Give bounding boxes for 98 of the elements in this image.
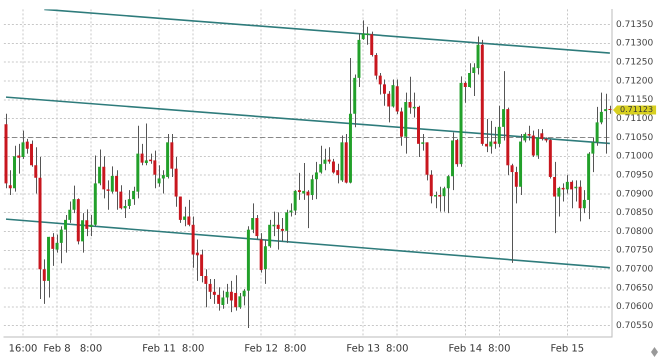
candlestick (212, 278, 216, 304)
candlestick (242, 288, 246, 306)
x-tick-label: Feb 13 (346, 344, 380, 355)
candlestick (178, 196, 182, 224)
y-tick-label: 0.70550 (616, 321, 654, 332)
candlestick (582, 190, 586, 214)
candlestick (464, 80, 467, 104)
candlestick (115, 170, 118, 210)
candlestick (566, 174, 569, 194)
y-tick-label: 0.70950 (616, 170, 654, 180)
candlestick (251, 202, 254, 234)
x-tick-label: 8:00 (284, 344, 306, 355)
candlestick (553, 161, 556, 234)
y-tick-label: 0.70800 (616, 226, 654, 237)
y-tick-label: 0.70700 (616, 264, 654, 275)
candlestick (438, 186, 442, 212)
candlestick (85, 208, 88, 237)
candlestick (387, 90, 390, 123)
candlestick (574, 180, 578, 202)
candlestick (328, 146, 331, 164)
candlestick (128, 190, 131, 210)
candlestick (562, 182, 565, 202)
y-tick-label: 0.70850 (616, 208, 654, 218)
y-tick-label: 0.71250 (616, 57, 654, 68)
candlestick (294, 190, 297, 216)
x-tick-label: 8:00 (488, 344, 511, 355)
candlestick (221, 290, 224, 310)
candlestick (332, 158, 335, 174)
candlestick (578, 180, 582, 222)
candlestick (514, 166, 518, 204)
text: 0.71123 (620, 105, 654, 114)
candlestick (323, 148, 326, 171)
x-tick-label: Feb 12 (244, 344, 278, 355)
x-tick-label: Feb 15 (550, 344, 584, 355)
x-tick-label: 8:00 (182, 344, 204, 355)
y-tick-label: 0.70750 (616, 246, 654, 256)
candlestick (494, 126, 497, 150)
candlestick (276, 212, 280, 250)
candlestick (153, 150, 156, 189)
y-tick-label: 0.71000 (616, 152, 654, 162)
candlestick (98, 148, 102, 186)
candlestick (536, 128, 540, 160)
candlestick (200, 249, 204, 283)
candlestick (230, 280, 233, 313)
candlestick (498, 105, 501, 148)
x-tick-label: 8:00 (386, 344, 408, 355)
candlestick (319, 145, 322, 174)
candlestick (314, 161, 318, 200)
x-tick-label: 8:00 (80, 344, 102, 355)
x-tick-label: Feb 11 (142, 344, 176, 355)
y-tick-label: 0.70600 (616, 302, 654, 312)
x-tick-label: 16:00 (8, 344, 38, 355)
candlestick (42, 258, 46, 304)
candlestick (336, 163, 340, 184)
candlestick (446, 174, 450, 214)
y-tick-label: 0.71100 (616, 114, 654, 124)
candlestick (8, 170, 12, 196)
candlestick (140, 143, 144, 166)
y-tick-label: 0.70650 (616, 283, 654, 294)
candlestick (110, 166, 114, 194)
y-tick-label: 0.71350 (616, 20, 654, 30)
candlestick (366, 26, 369, 46)
candlestick (51, 232, 54, 266)
candlestick (382, 78, 386, 106)
y-tick-label: 0.70900 (616, 189, 654, 200)
candlestick (489, 120, 492, 154)
candlestick (280, 218, 284, 242)
y-tick-label: 0.71300 (616, 38, 654, 49)
candlestick (532, 130, 535, 158)
candlestick (234, 274, 238, 312)
x-tick-label: Feb 8 (43, 344, 71, 355)
candlestick (600, 92, 603, 125)
x-tick-label: Feb 14 (448, 344, 482, 355)
candlestick (502, 70, 506, 141)
candlestick (298, 172, 301, 200)
candlestick (302, 162, 306, 200)
candlestick (81, 212, 84, 254)
candlestick (570, 180, 574, 209)
candlestick (604, 93, 608, 154)
candlestick (442, 186, 446, 212)
candlestick (217, 286, 220, 312)
candlestick (485, 118, 488, 153)
candlestick (238, 292, 242, 310)
candlestick (268, 219, 272, 248)
candlestick (183, 206, 186, 227)
y-tick-label: 0.71150 (616, 95, 654, 106)
y-tick-label: 0.71200 (616, 76, 654, 86)
candlestick (144, 122, 148, 166)
candlestick (430, 170, 433, 204)
candlestick (434, 191, 438, 209)
candlestick (528, 125, 531, 141)
candlestick (557, 186, 560, 218)
candlestick (60, 226, 63, 264)
candlestick (264, 238, 267, 284)
candlestick (285, 209, 288, 244)
y-tick-label: 0.71050 (616, 132, 654, 143)
candlestick (408, 76, 412, 114)
candlestick (468, 62, 472, 88)
